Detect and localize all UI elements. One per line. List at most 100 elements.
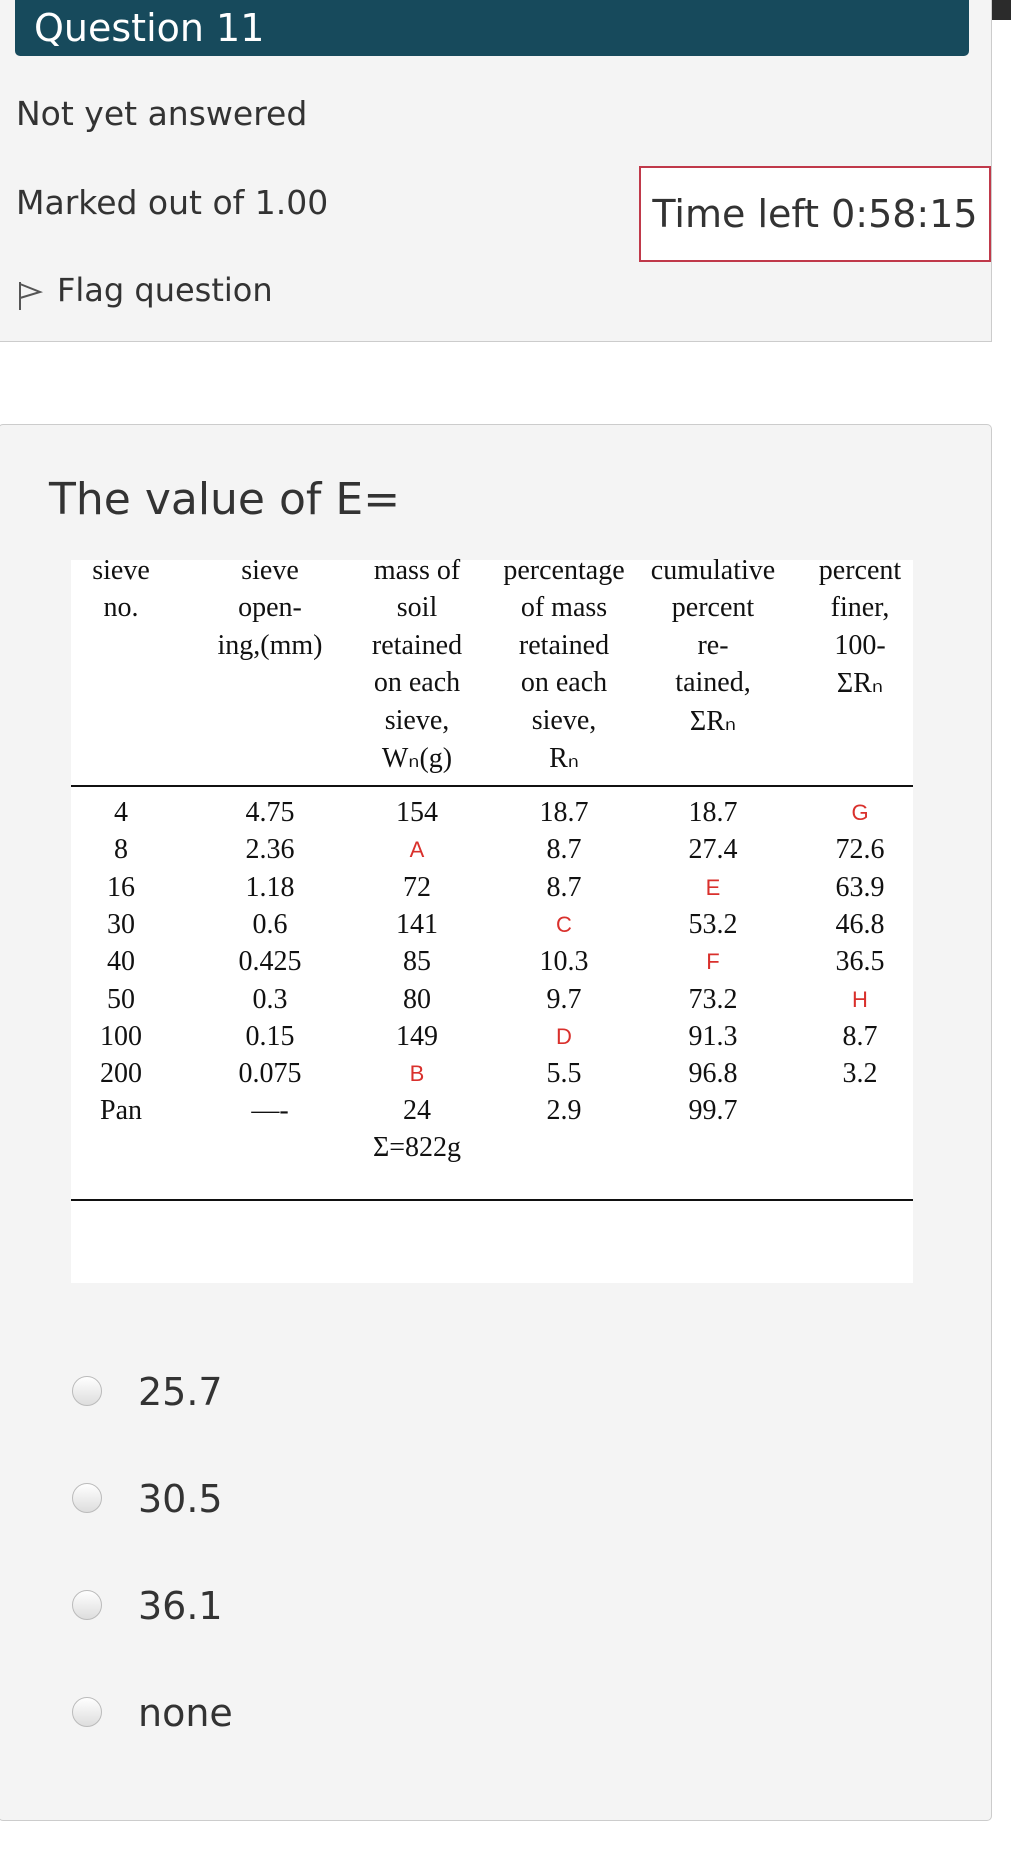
- header-cell: retained: [371, 629, 463, 661]
- table-cell: 72: [403, 871, 431, 903]
- question-text: The value of E=: [49, 474, 401, 525]
- header-cell: cumulative: [650, 555, 776, 586]
- rule: [71, 1199, 913, 1201]
- header-cell: sieve,: [531, 704, 597, 736]
- option-label[interactable]: 25.7: [138, 1370, 223, 1414]
- status: Not yet answered: [16, 94, 308, 133]
- header-cell: sieve: [92, 555, 150, 586]
- table-cell: 0.425: [238, 946, 302, 978]
- table-cell: 4: [114, 797, 128, 828]
- header-cell: 100-: [834, 629, 886, 661]
- radio[interactable]: [72, 1483, 102, 1513]
- table-cell: 96.8: [688, 1058, 738, 1090]
- table-cell: A: [409, 837, 425, 863]
- option-label[interactable]: 36.1: [138, 1584, 223, 1628]
- table-sum: Σ=822g: [372, 1132, 462, 1163]
- table-cell: H: [852, 986, 868, 1012]
- header-cell: on each: [373, 667, 461, 699]
- header-cell: sieve: [241, 555, 299, 586]
- flag-question[interactable]: Flag question: [57, 271, 273, 309]
- header-cell: percent: [671, 592, 755, 624]
- table-cell: 0.15: [245, 1020, 295, 1052]
- question-header: [15, 0, 969, 56]
- header-cell: tained,: [675, 667, 751, 699]
- header-cell: ΣRₙ: [836, 668, 884, 700]
- table-cell: 73.2: [688, 983, 738, 1015]
- table-cell: 46.8: [835, 908, 885, 940]
- table-cell: 8.7: [546, 834, 582, 866]
- header-cell: open-: [238, 592, 302, 624]
- header-cell: Wₙ(g): [381, 743, 453, 774]
- table-cell: 16: [107, 871, 135, 903]
- header-cell: percent: [818, 555, 902, 586]
- table-cell: 0.075: [238, 1058, 302, 1090]
- table-cell: 63.9: [835, 871, 885, 903]
- table-cell: 5.5: [546, 1058, 582, 1090]
- header-cell: retained: [518, 629, 610, 661]
- header-cell: percentage: [503, 555, 625, 586]
- header-cell: finer,: [830, 592, 890, 624]
- header-cell: Rₙ: [549, 743, 579, 774]
- table-cell: 0.3: [252, 983, 288, 1015]
- header-cell: ing,(mm): [217, 629, 323, 661]
- table-cell: 80: [403, 983, 431, 1015]
- table-cell: 2.36: [245, 834, 295, 866]
- table-cell: 141: [396, 908, 438, 940]
- header-cell: soil: [396, 592, 438, 624]
- table-cell: 2.9: [546, 1095, 582, 1127]
- option-label[interactable]: 30.5: [138, 1477, 223, 1521]
- radio[interactable]: [72, 1590, 102, 1620]
- table-cell: 0.6: [252, 908, 288, 940]
- table-cell: 8.7: [546, 871, 582, 903]
- header-cell: on each: [520, 667, 608, 699]
- table-cell: 1.18: [245, 871, 295, 903]
- table-cell: 40: [107, 946, 135, 978]
- question-title: Question 11: [34, 6, 265, 50]
- table-cell: 18.7: [688, 797, 738, 828]
- table-cell: 30: [107, 908, 135, 940]
- table-cell: B: [409, 1061, 425, 1087]
- table-cell: Pan: [100, 1095, 142, 1127]
- table-cell: 36.5: [835, 946, 885, 978]
- table-cell: 100: [100, 1020, 142, 1052]
- option-label[interactable]: none: [138, 1691, 233, 1735]
- header-cell: of mass: [520, 592, 608, 624]
- table-cell: 154: [396, 797, 438, 828]
- marks: Marked out of 1.00: [16, 183, 329, 222]
- table-cell: 24: [403, 1095, 431, 1127]
- flag-icon[interactable]: [16, 278, 44, 312]
- table-cell: D: [556, 1023, 572, 1049]
- table-cell: —-: [251, 1095, 289, 1127]
- table-cell: C: [556, 911, 572, 937]
- table-cell: 53.2: [688, 908, 738, 940]
- header-cell: no.: [103, 592, 139, 624]
- radio[interactable]: [72, 1697, 102, 1727]
- timer: Time left 0:58:15: [639, 166, 991, 262]
- table-cell: G: [851, 800, 869, 825]
- table-cell: 10.3: [539, 946, 589, 978]
- table-cell: 8: [114, 834, 128, 866]
- table-cell: 50: [107, 983, 135, 1015]
- radio[interactable]: [72, 1376, 102, 1406]
- rule: [71, 785, 913, 787]
- header-cell: sieve,: [384, 704, 450, 736]
- table-cell: 18.7: [539, 797, 589, 828]
- table-cell: 99.7: [688, 1095, 738, 1127]
- table-cell: 27.4: [688, 834, 738, 866]
- header-cell: ΣRₙ: [689, 705, 737, 737]
- table-cell: 8.7: [842, 1020, 878, 1052]
- table-cell: 3.2: [842, 1058, 878, 1090]
- table-cell: 85: [403, 946, 431, 978]
- table-cell: 72.6: [835, 834, 885, 866]
- header-cell: re-: [697, 629, 729, 661]
- data-table: sieve no. sieve open-ing,(mm) mass of soil ret…: [71, 555, 913, 1283]
- header-cell: mass of: [373, 555, 461, 586]
- table-cell: F: [706, 949, 720, 975]
- table-cell: E: [705, 874, 721, 900]
- table-cell: 91.3: [688, 1020, 738, 1052]
- table-cell: 200: [100, 1058, 142, 1090]
- table-cell: 149: [396, 1020, 438, 1052]
- table-cell: 9.7: [546, 983, 582, 1015]
- table-cell: 4.75: [245, 797, 295, 828]
